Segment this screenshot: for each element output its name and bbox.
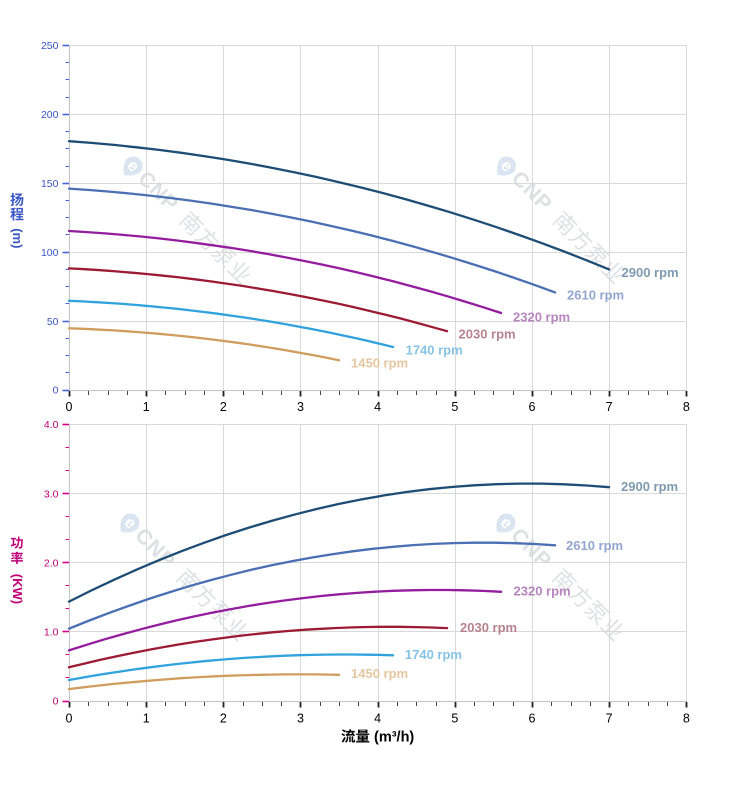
svg-text:4.0: 4.0 bbox=[44, 419, 59, 431]
svg-text:5: 5 bbox=[451, 400, 458, 414]
svg-text:250: 250 bbox=[41, 40, 59, 52]
svg-text:3: 3 bbox=[297, 400, 304, 414]
svg-text:0: 0 bbox=[66, 711, 73, 725]
svg-text:(KW): (KW) bbox=[10, 574, 25, 604]
svg-text:2030 rpm: 2030 rpm bbox=[459, 327, 516, 342]
svg-text:2.0: 2.0 bbox=[44, 558, 59, 570]
svg-text:1: 1 bbox=[143, 400, 150, 414]
svg-text:1740 rpm: 1740 rpm bbox=[406, 343, 463, 358]
svg-text:4: 4 bbox=[374, 400, 381, 414]
svg-text:1: 1 bbox=[143, 711, 150, 725]
svg-text:0: 0 bbox=[66, 400, 73, 414]
svg-text:3: 3 bbox=[297, 711, 304, 725]
svg-text:(m): (m) bbox=[10, 228, 25, 248]
svg-text:1740 rpm: 1740 rpm bbox=[405, 647, 462, 662]
svg-text:8: 8 bbox=[683, 711, 690, 725]
svg-text:1450 rpm: 1450 rpm bbox=[351, 666, 408, 681]
svg-text:8: 8 bbox=[683, 400, 690, 414]
svg-text:150: 150 bbox=[41, 178, 59, 190]
svg-text:2320 rpm: 2320 rpm bbox=[514, 584, 571, 599]
svg-text:2900 rpm: 2900 rpm bbox=[622, 265, 679, 280]
svg-text:6: 6 bbox=[529, 400, 536, 414]
svg-text:50: 50 bbox=[47, 316, 59, 328]
svg-text:2: 2 bbox=[220, 711, 227, 725]
svg-text:(m³/h): (m³/h) bbox=[374, 730, 414, 746]
svg-text:0: 0 bbox=[53, 385, 59, 397]
svg-text:2610 rpm: 2610 rpm bbox=[567, 288, 624, 303]
svg-text:7: 7 bbox=[606, 711, 613, 725]
svg-text:100: 100 bbox=[41, 247, 59, 259]
svg-text:1450 rpm: 1450 rpm bbox=[351, 356, 408, 371]
svg-text:7: 7 bbox=[606, 400, 613, 414]
svg-text:4: 4 bbox=[374, 711, 381, 725]
svg-text:200: 200 bbox=[41, 109, 59, 121]
svg-text:2030 rpm: 2030 rpm bbox=[460, 620, 517, 635]
svg-text:2: 2 bbox=[220, 400, 227, 414]
svg-text:3.0: 3.0 bbox=[44, 488, 59, 500]
svg-text:2610 rpm: 2610 rpm bbox=[566, 538, 623, 553]
svg-text:0: 0 bbox=[53, 696, 59, 708]
svg-text:2320 rpm: 2320 rpm bbox=[513, 309, 570, 324]
svg-text:5: 5 bbox=[451, 711, 458, 725]
svg-text:1.0: 1.0 bbox=[44, 627, 59, 639]
svg-text:6: 6 bbox=[529, 711, 536, 725]
svg-text:2900 rpm: 2900 rpm bbox=[621, 479, 678, 494]
